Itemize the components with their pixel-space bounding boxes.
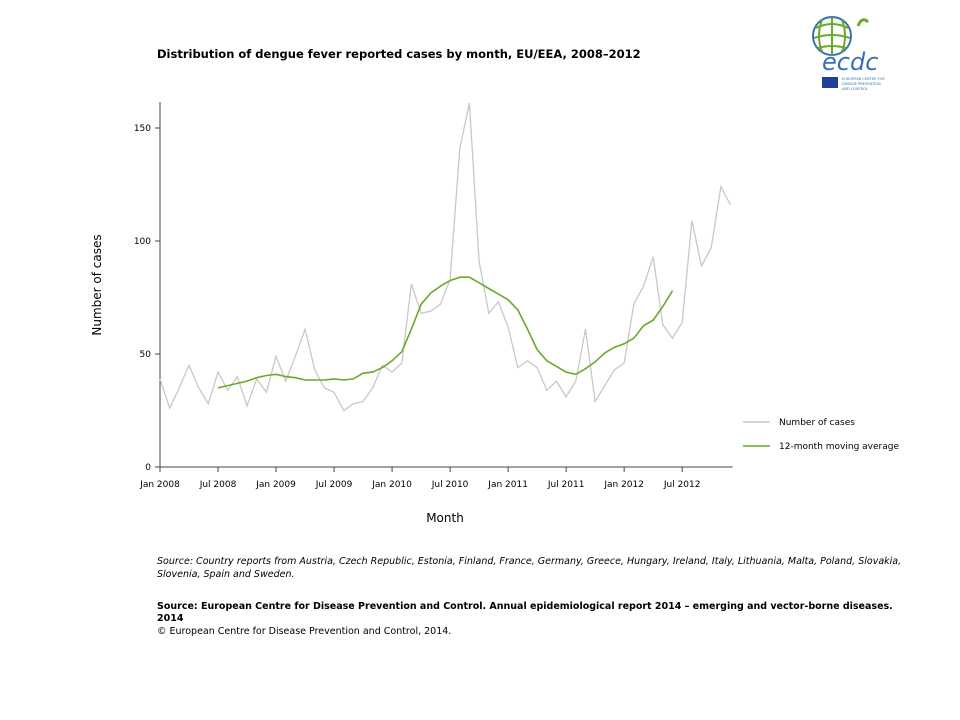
x-tick-label: Jul 2009 [315,480,353,490]
copyright: © European Centre for Disease Prevention… [157,626,452,637]
legend-label-cases: Number of cases [779,418,855,428]
svg-text:ecdc: ecdc [822,48,878,76]
y-tick-label: 0 [145,463,151,473]
x-tick-label: Jan 2010 [371,480,412,490]
x-axis-label: Month [426,511,464,525]
svg-text:DISEASE PREVENTION: DISEASE PREVENTION [842,82,881,86]
x-tick-label: Jan 2009 [255,480,296,490]
citation: Source: European Centre for Disease Prev… [157,601,893,624]
x-tick-label: Jul 2012 [663,480,701,490]
ecdc-logo: ecdc EUROPEAN CENTRE FOR DISEASE PREVENT… [812,16,885,91]
legend: Number of cases 12-month moving average [743,418,899,452]
x-tick-label: Jan 2012 [603,480,644,490]
y-tick-label: 150 [134,124,151,134]
chart-title: Distribution of dengue fever reported ca… [157,47,641,61]
series-line-cases [159,102,732,412]
svg-text:EUROPEAN CENTRE FOR: EUROPEAN CENTRE FOR [842,77,885,81]
y-axis-label: Number of cases [90,234,104,335]
y-tick-label: 100 [134,237,151,247]
x-tick-label: Jul 2010 [431,480,469,490]
x-tick-label: Jan 2011 [487,480,528,490]
source-note: Source: Country reports from Austria, Cz… [157,556,902,580]
y-tick-label: 50 [140,350,152,360]
x-tick-label: Jan 2008 [139,480,180,490]
x-tick-label: Jul 2008 [199,480,237,490]
series-line-moving-average [217,276,674,389]
notes: Source: Country reports from Austria, Cz… [157,555,907,638]
x-tick-label: Jul 2011 [547,480,585,490]
legend-label-moving-average: 12-month moving average [779,442,899,452]
svg-text:AND CONTROL: AND CONTROL [842,87,868,91]
